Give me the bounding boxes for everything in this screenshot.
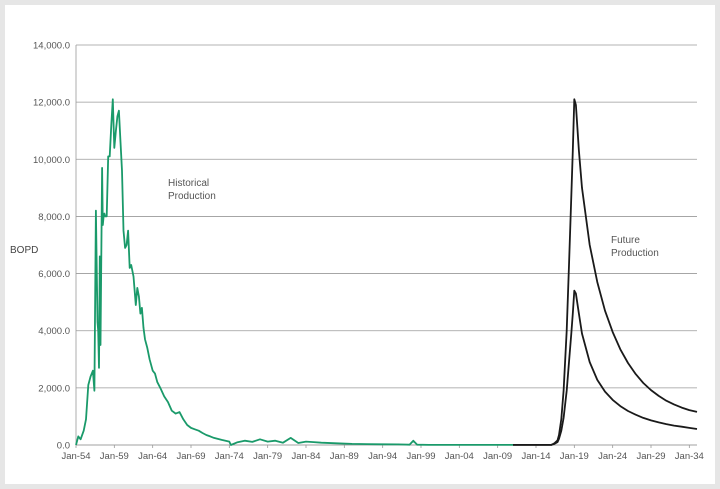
x-tick-label: Jan-74 [215,451,244,462]
x-tick-label: Jan-59 [100,451,129,462]
y-tick-label: 10,000.0 [33,155,70,166]
y-axis-label: BOPD [10,245,38,256]
y-tick-label: 4,000.0 [38,326,70,337]
series-line-historical [75,98,513,446]
x-axis-tick-labels: Jan-54 Jan-59 Jan-64 Jan-69 Jan-74 Jan-79 Jan-… [61,451,703,462]
series-lines [75,98,698,446]
x-tick-label: Jan-99 [406,451,435,462]
y-tick-label: 12,000.0 [33,98,70,109]
x-tick-label: Jan-04 [445,451,474,462]
y-axis-tick-labels: 0.0 2,000.0 4,000.0 6,000.0 8,000.0 10,000.0 1… [33,41,70,452]
future-annotation-line1: Future [611,235,640,246]
series-line-future-high [513,98,698,446]
x-tick-label: Jan-64 [138,451,167,462]
historical-annotation-line2: Production [168,191,216,202]
y-tick-label: 2,000.0 [38,383,70,394]
gridlines [75,44,697,448]
x-tick-label: Jan-94 [368,451,397,462]
future-annotation-line2: Production [611,248,659,259]
x-tick-label: Jan-24 [598,451,627,462]
x-tick-label: Jan-79 [253,451,282,462]
y-tick-label: 14,000.0 [33,41,70,52]
x-tick-label: Jan-34 [675,451,704,462]
x-tick-label: Jan-29 [636,451,665,462]
x-tick-label: Jan-89 [330,451,359,462]
series-line-future-low [513,289,698,446]
historical-annotation-line1: Historical [168,178,209,189]
x-tick-label: Jan-69 [176,451,205,462]
x-tick-label: Jan-54 [61,451,90,462]
y-tick-label: 0.0 [57,441,70,452]
x-tick-label: Jan-19 [560,451,589,462]
x-tick-label: Jan-09 [483,451,512,462]
y-tick-label: 8,000.0 [38,212,70,223]
y-tick-label: 6,000.0 [38,269,70,280]
x-tick-label: Jan-14 [521,451,550,462]
x-tick-label: Jan-84 [291,451,320,462]
chart-frame [5,5,715,484]
